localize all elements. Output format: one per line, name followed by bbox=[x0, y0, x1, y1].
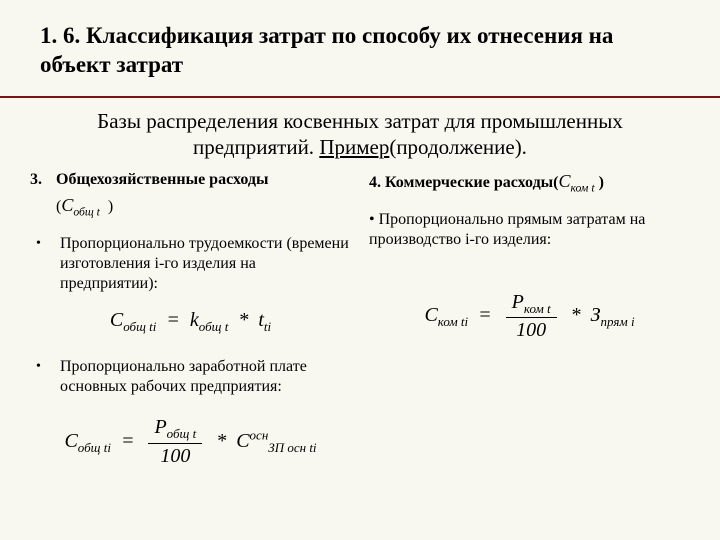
bullet-icon: • bbox=[36, 234, 46, 294]
right-bullet-1-text: Пропорционально прямым затратам на произ… bbox=[369, 211, 645, 248]
formula-2: Собщ ti = Робщ t 100 * СоснЗП осн ti bbox=[30, 415, 351, 468]
left-bullet-2: • Пропорционально заработной плате основ… bbox=[30, 357, 351, 397]
bullet-icon: • bbox=[36, 357, 46, 397]
section-3-number: 3. bbox=[30, 170, 46, 190]
left-bullet-1: • Пропорционально трудоемкости (времени … bbox=[30, 234, 351, 294]
section-4-text: 4. Коммерческие расходы(Ском t ) bbox=[369, 170, 604, 196]
bullet-icon: • bbox=[369, 211, 379, 228]
subtitle: Базы распределения косвенных затрат для … bbox=[0, 98, 720, 171]
page-title: 1. 6. Классификация затрат по способу их… bbox=[40, 22, 680, 80]
left-bullet-2-text: Пропорционально заработной плате основны… bbox=[60, 357, 351, 397]
left-column: 3. Общехозяйственные расходы (Собщ t ) •… bbox=[30, 170, 351, 469]
right-column: 4. Коммерческие расходы(Ском t ) • Пропо… bbox=[369, 170, 690, 469]
columns: 3. Общехозяйственные расходы (Собщ t ) •… bbox=[0, 170, 720, 469]
section-4-header: 4. Коммерческие расходы(Ском t ) bbox=[369, 170, 690, 196]
subtitle-post: (продолжение). bbox=[389, 135, 527, 159]
symbol-c-commercial: Ском t bbox=[559, 171, 595, 191]
subtitle-example: Пример bbox=[319, 135, 389, 159]
title-block: 1. 6. Классификация затрат по способу их… bbox=[0, 0, 720, 90]
section-3-title: Общехозяйственные расходы bbox=[56, 170, 351, 190]
section-3-symbol: (Собщ t ) bbox=[30, 194, 351, 220]
fraction-1: Робщ t 100 bbox=[148, 415, 202, 468]
fraction-2: Рком t 100 bbox=[506, 290, 557, 343]
symbol-c-overhead: Собщ t bbox=[61, 195, 100, 215]
formula-1: Собщ ti = kобщ t * tti bbox=[30, 308, 351, 335]
left-bullet-1-text: Пропорционально трудоемкости (времени из… bbox=[60, 234, 351, 294]
formula-3: Ском ti = Рком t 100 * Зпрям i bbox=[369, 290, 690, 343]
section-3-header: 3. Общехозяйственные расходы bbox=[30, 170, 351, 190]
right-bullet-1: • Пропорционально прямым затратам на про… bbox=[369, 210, 690, 250]
